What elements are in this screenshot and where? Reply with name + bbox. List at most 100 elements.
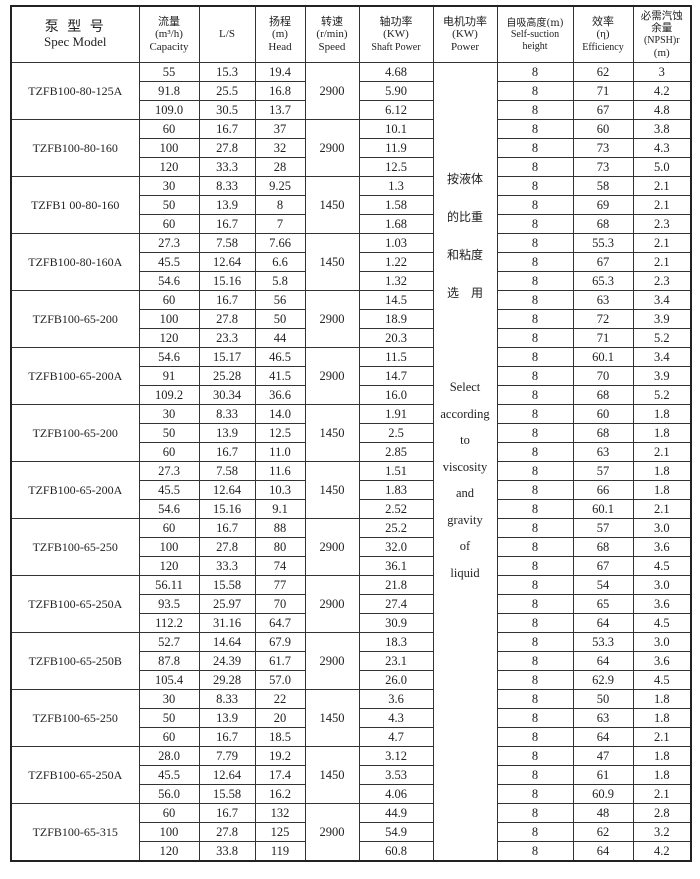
power-note-cn-line: 选 用 <box>446 286 483 300</box>
head-cell: 119 <box>254 841 306 862</box>
efficiency-cell: 57 <box>572 518 634 538</box>
ls-cell: 27.8 <box>198 309 256 329</box>
efficiency-cell: 64 <box>572 727 634 747</box>
header-speed-cn: 转速 <box>321 14 343 28</box>
capacity-cell: 100 <box>138 822 200 842</box>
head-cell: 13.7 <box>254 100 306 120</box>
efficiency-cell: 60.9 <box>572 784 634 804</box>
head-cell: 64.7 <box>254 613 306 633</box>
speed-cell: 1450 <box>304 404 360 462</box>
head-cell: 44 <box>254 328 306 348</box>
header-motor-power: 电机功率 (KW) Power <box>432 5 498 63</box>
table-row: 100 27.8 125 54.9 8 62 3.2 <box>11 822 692 842</box>
npsh-cell: 2.1 <box>632 252 692 272</box>
capacity-cell: 109.2 <box>138 385 200 405</box>
table-row: 100 27.8 80 32.0 8 68 3.6 <box>11 537 692 557</box>
table-row: 54.6 15.16 5.8 1.32 8 65.3 2.3 <box>11 271 692 291</box>
self-suction-cell: 8 <box>496 689 574 709</box>
table-row: TZFB100-65-315 60 16.7 132 2900 44.9 8 48 2.8 <box>10 803 692 862</box>
table-row: 112.2 31.16 64.7 30.9 8 64 4.5 <box>11 613 692 633</box>
header-speed-unit: (r/min) <box>316 28 348 41</box>
speed-cell: 2900 <box>304 119 360 177</box>
table-row: TZFB100-65-250A 28.0 7.79 19.2 1450 3.12 8 47 1.… <box>10 746 692 804</box>
efficiency-cell: 67 <box>572 100 634 120</box>
capacity-cell: 30 <box>138 689 200 709</box>
header-capacity-en: Capacity <box>149 40 189 53</box>
header-shaft-power-unit: (KW) <box>383 28 409 41</box>
shaft-power-cell: 1.91 <box>358 404 434 424</box>
self-suction-cell: 8 <box>496 138 574 158</box>
self-suction-cell: 8 <box>496 727 574 747</box>
self-suction-cell: 8 <box>496 271 574 291</box>
table-row: 45.5 12.64 6.6 1.22 8 67 2.1 <box>11 252 692 272</box>
model-cell: TZFB100-80-125A <box>10 62 140 120</box>
ls-cell: 7.58 <box>198 461 256 481</box>
npsh-cell: 1.8 <box>632 461 692 481</box>
shaft-power-cell: 16.0 <box>358 385 434 405</box>
self-suction-cell: 8 <box>496 423 574 443</box>
capacity-cell: 109.0 <box>138 100 200 120</box>
capacity-cell: 60 <box>138 518 200 538</box>
ls-cell: 27.8 <box>198 138 256 158</box>
head-cell: 70 <box>254 594 306 614</box>
model-cell: TZFB100-65-250A <box>10 575 140 633</box>
table-row: 45.5 12.64 10.3 1.83 8 66 1.8 <box>11 480 692 500</box>
header-efficiency-cn: 效率 <box>592 14 614 28</box>
ls-cell: 29.28 <box>198 670 256 690</box>
model-cell: TZFB100-65-200A <box>10 461 140 519</box>
npsh-cell: 2.8 <box>632 803 692 823</box>
self-suction-cell: 8 <box>496 100 574 120</box>
efficiency-cell: 57 <box>572 461 634 481</box>
table-row: TZFB1 00-80-160 30 8.33 9.25 1450 1.3 8 58 2.1 <box>10 176 692 234</box>
npsh-cell: 1.8 <box>632 746 692 766</box>
shaft-power-cell: 12.5 <box>358 157 434 177</box>
efficiency-cell: 68 <box>572 423 634 443</box>
speed-cell: 1450 <box>304 689 360 747</box>
speed-cell: 2900 <box>304 518 360 576</box>
npsh-cell: 4.8 <box>632 100 692 120</box>
shaft-power-cell: 1.83 <box>358 480 434 500</box>
efficiency-cell: 65 <box>572 594 634 614</box>
header-shaft-power-cn: 轴功率 <box>379 14 413 28</box>
self-suction-cell: 8 <box>496 119 574 139</box>
self-suction-cell: 8 <box>496 841 574 862</box>
head-cell: 61.7 <box>254 651 306 671</box>
ls-cell: 24.39 <box>198 651 256 671</box>
efficiency-cell: 64 <box>572 841 634 862</box>
ls-cell: 15.16 <box>198 499 256 519</box>
efficiency-cell: 68 <box>572 385 634 405</box>
shaft-power-cell: 14.5 <box>358 290 434 310</box>
efficiency-cell: 60.1 <box>572 499 634 519</box>
header-npsh-cn: 必需汽蚀余量 <box>640 9 683 34</box>
self-suction-cell: 8 <box>496 575 574 595</box>
header-capacity: 流量 (m³/h) Capacity <box>138 5 200 63</box>
power-note-en-line: and <box>455 486 475 500</box>
header-capacity-unit: (m³/h) <box>155 28 183 41</box>
shaft-power-cell: 4.7 <box>358 727 434 747</box>
capacity-cell: 100 <box>138 537 200 557</box>
head-cell: 36.6 <box>254 385 306 405</box>
self-suction-cell: 8 <box>496 746 574 766</box>
shaft-power-cell: 3.12 <box>358 746 434 766</box>
shaft-power-cell: 44.9 <box>358 803 434 823</box>
npsh-cell: 5.0 <box>632 157 692 177</box>
shaft-power-cell: 54.9 <box>358 822 434 842</box>
self-suction-cell: 8 <box>496 499 574 519</box>
ls-cell: 15.3 <box>198 62 256 82</box>
efficiency-cell: 63 <box>572 290 634 310</box>
power-note-en-line: gravity <box>447 512 483 527</box>
self-suction-cell: 8 <box>496 651 574 671</box>
capacity-cell: 120 <box>138 556 200 576</box>
capacity-cell: 45.5 <box>138 252 200 272</box>
self-suction-cell: 8 <box>496 81 574 101</box>
capacity-cell: 91.8 <box>138 81 200 101</box>
self-suction-cell: 8 <box>496 385 574 405</box>
ls-cell: 27.8 <box>198 537 256 557</box>
npsh-cell: 3.6 <box>632 594 692 614</box>
ls-cell: 27.8 <box>198 822 256 842</box>
npsh-cell: 3.0 <box>632 632 692 652</box>
shaft-power-cell: 1.58 <box>358 195 434 215</box>
ls-cell: 16.7 <box>198 119 256 139</box>
head-cell: 11.6 <box>254 461 306 481</box>
efficiency-cell: 48 <box>572 803 634 823</box>
